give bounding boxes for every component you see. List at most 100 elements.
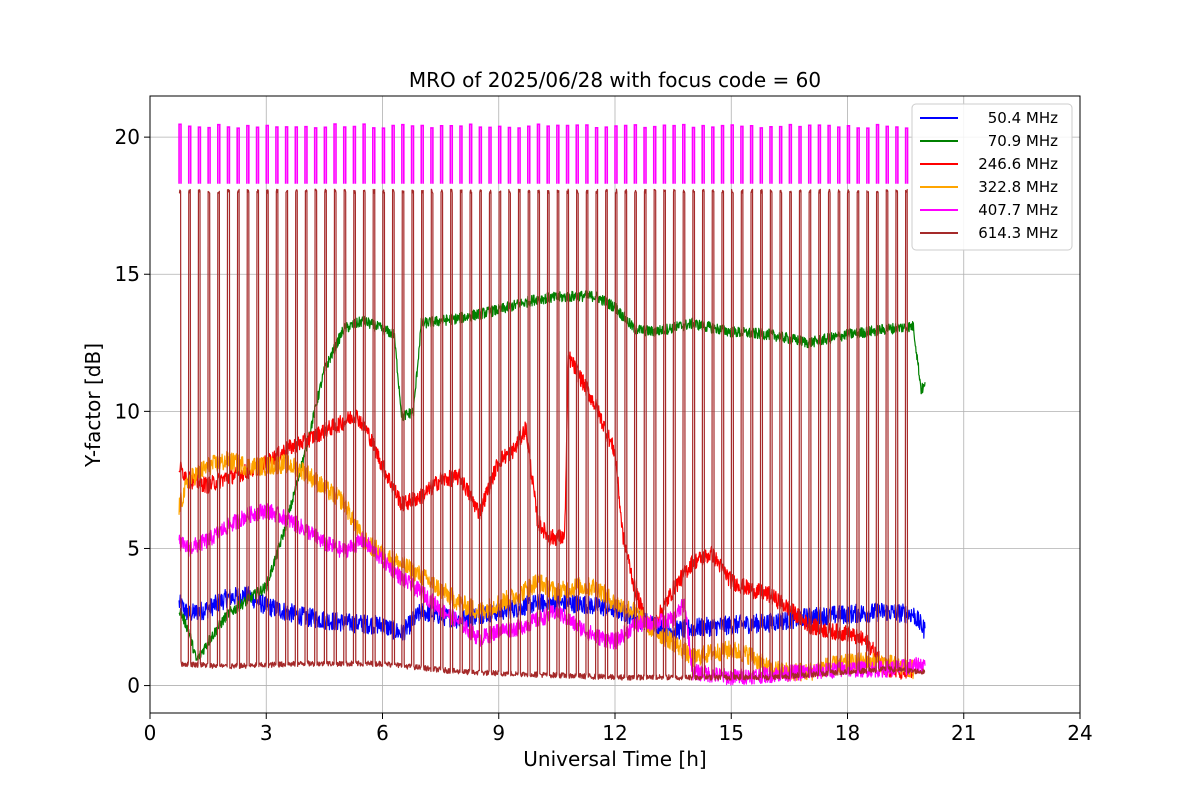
spike-top-mark [856, 127, 860, 184]
spike-top-mark [401, 123, 405, 184]
spike-top-mark [633, 124, 638, 184]
spike-top-mark [730, 124, 734, 184]
spike-top-mark [546, 125, 550, 184]
spike-top-mark [323, 126, 328, 184]
x-axis-label: Universal Time [h] [523, 747, 706, 771]
x-tick-label: 21 [951, 721, 976, 745]
spike-top-mark [439, 124, 444, 184]
y-tick-label: 20 [115, 125, 140, 149]
spike-top-mark [643, 126, 647, 184]
spike-top-mark [575, 124, 579, 184]
spike-top-mark [749, 124, 754, 184]
series-line [178, 450, 914, 682]
x-tick-label: 15 [719, 721, 744, 745]
y-axis: 0 5 10 15 20 [115, 125, 150, 698]
spike-top-mark [711, 126, 715, 184]
spike-top-mark [691, 126, 696, 184]
spike-top-mark [895, 126, 899, 184]
x-tick-label: 12 [602, 721, 627, 745]
series-line [178, 351, 914, 680]
spike-top-mark [284, 126, 289, 184]
spike-top-mark [236, 127, 240, 184]
spike-top-mark [294, 126, 299, 184]
spike-top-mark [885, 125, 889, 184]
y-axis-label: Y-factor [dB] [81, 343, 105, 468]
spike-top-mark [275, 126, 279, 184]
spike-top-mark [478, 126, 483, 184]
spike-top-mark [565, 124, 570, 184]
spike-top-mark [468, 123, 473, 184]
spike-top-mark [226, 126, 231, 184]
spike-top-mark [517, 127, 521, 184]
spike-top-mark [740, 125, 744, 184]
legend-label: 614.3 MHz [978, 224, 1058, 242]
spike-top-mark [720, 124, 725, 184]
spike-top-mark [769, 125, 773, 184]
spike-top-mark [507, 126, 512, 184]
spike-top-mark [255, 126, 260, 184]
spike-top-mark [662, 124, 667, 184]
spike-top-mark [672, 124, 676, 184]
spike-top-mark [837, 126, 841, 184]
spike-top-mark [207, 126, 211, 184]
series-layer [178, 123, 926, 686]
spike-top-mark [536, 123, 541, 184]
spike-top-mark [488, 126, 492, 184]
spike-top-mark [623, 124, 628, 184]
x-tick-label: 24 [1067, 721, 1092, 745]
spike-top-mark [217, 123, 221, 184]
spike-top-mark [788, 123, 793, 184]
series-line [178, 503, 926, 686]
y-tick-label: 15 [115, 262, 140, 286]
spike-top-mark [759, 127, 764, 184]
spike-top-mark [701, 124, 705, 184]
spike-top-mark [342, 126, 347, 184]
x-tick-label: 0 [144, 721, 157, 745]
spike-top-mark [817, 124, 822, 184]
spike-top-mark [497, 125, 502, 184]
legend-label: 70.9 MHz [988, 132, 1058, 150]
spike-top-mark [246, 124, 250, 184]
spike-top-mark [904, 127, 909, 184]
spike-top-mark [527, 125, 531, 184]
x-tick-label: 9 [492, 721, 505, 745]
spike-top-mark [875, 123, 880, 184]
spike-top-mark [430, 127, 434, 184]
y-tick-label: 0 [127, 674, 140, 698]
legend-label: 50.4 MHz [988, 109, 1058, 127]
legend-label: 322.8 MHz [978, 178, 1058, 196]
spike-top-mark [381, 127, 386, 184]
legend-label: 407.7 MHz [978, 201, 1058, 219]
spike-top-mark [866, 127, 870, 184]
spike-top-mark [614, 125, 618, 184]
spike-top-mark [594, 126, 599, 184]
spike-top-mark [798, 125, 802, 184]
spike-top-mark [265, 124, 269, 184]
series-line [178, 585, 926, 641]
spike-top-mark [178, 123, 182, 184]
spike-top-mark [187, 125, 192, 184]
spike-top-mark [585, 124, 589, 184]
legend: 50.4 MHz 70.9 MHz 246.6 MHz 322.8 MHz 407.7 … [911, 103, 1073, 251]
spike-top-mark [604, 126, 609, 184]
spike-top-mark [556, 124, 560, 184]
x-tick-label: 6 [376, 721, 389, 745]
spike-top-mark [420, 124, 424, 184]
spike-top-mark [682, 123, 686, 184]
spike-top-mark [778, 125, 783, 184]
spike-top-mark [410, 125, 415, 184]
spike-top-mark [372, 127, 376, 184]
chart-title: MRO of 2025/06/28 with focus code = 60 [409, 68, 821, 92]
spike-top-mark [391, 124, 395, 184]
spike-top-mark [449, 124, 454, 184]
spike-top-mark [197, 126, 202, 184]
x-tick-label: 3 [260, 721, 273, 745]
spike-top-mark [352, 125, 357, 184]
y-tick-label: 10 [115, 399, 140, 423]
spike-top-mark [652, 125, 657, 184]
spike-top-mark [846, 125, 851, 184]
spike-top-mark [362, 123, 366, 184]
series-line [178, 188, 926, 681]
spike-top-mark [827, 124, 831, 184]
x-tick-label: 18 [835, 721, 860, 745]
